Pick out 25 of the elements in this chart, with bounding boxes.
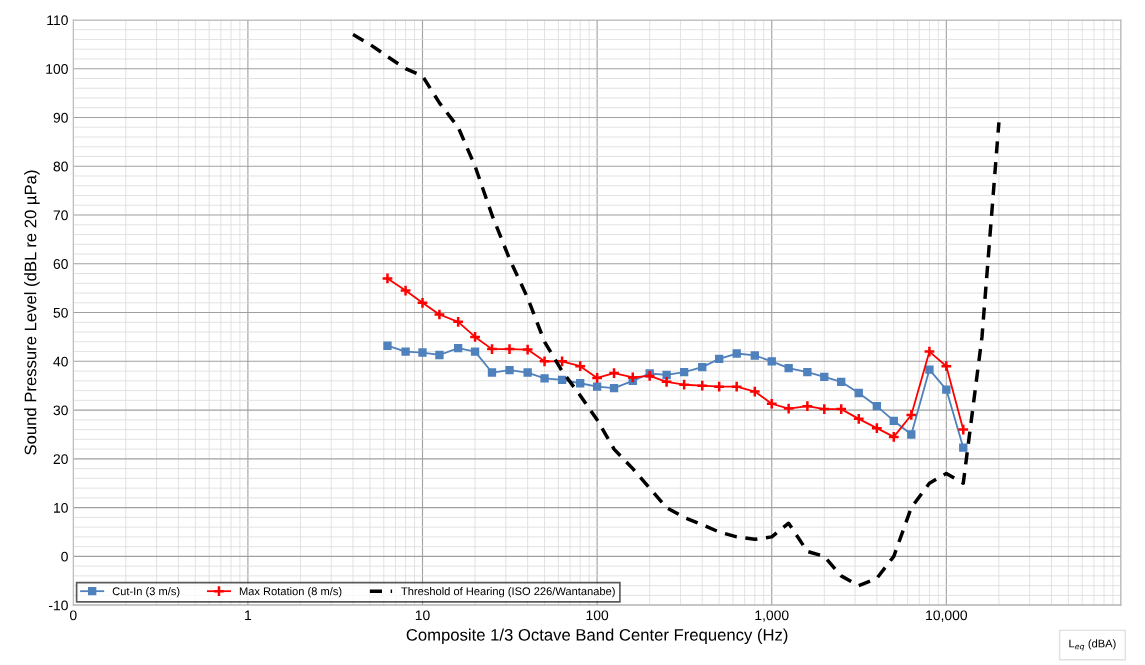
- legend-label: Max Rotation (8 m/s): [239, 587, 342, 598]
- x-tick-label: 10: [415, 610, 430, 621]
- y-tick-label: 0: [61, 551, 68, 562]
- y-tick-label: 20: [53, 454, 68, 465]
- x-tick-label: 1: [245, 610, 252, 621]
- legend-label: Cut-In (3 m/s): [112, 587, 180, 598]
- y-tick-label: 60: [53, 259, 68, 269]
- y-tick-label: 100: [46, 64, 68, 74]
- y-tick-label: -10: [48, 600, 68, 611]
- y-tick-label: 30: [53, 405, 68, 416]
- x-tick-label: 100: [586, 610, 609, 621]
- y-tick-label: 10: [54, 502, 68, 513]
- y-tick-label: 70: [53, 210, 68, 221]
- y-tick-label: 90: [53, 112, 68, 123]
- x-tick-label: 10,000: [926, 610, 968, 622]
- y-tick-label: 50: [53, 307, 68, 318]
- x-tick-label: 1,000: [755, 610, 789, 622]
- text: L$_{eq}$ (dBA): [1069, 639, 1116, 651]
- y-axis-title: Sound Pressure Level (dBL re 20 µPa): [24, 170, 40, 455]
- y-tick-label: 80: [53, 161, 68, 172]
- y-tick-label: 40: [53, 356, 68, 367]
- x-tick-label: 0: [69, 610, 77, 621]
- y-tick-label: 110: [47, 15, 68, 26]
- legend-label: Threshold of Hearing (ISO 226/Wantanabe): [401, 587, 615, 598]
- x-axis-title: Composite 1/3 Octave Band Center Frequency (Hz): [406, 628, 788, 645]
